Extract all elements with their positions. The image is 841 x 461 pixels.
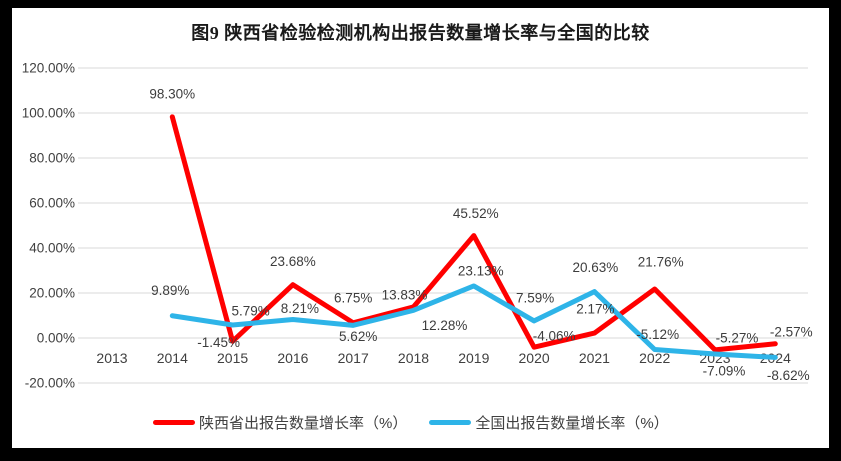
data-label: 2.17%: [576, 302, 614, 317]
series-line: [169, 114, 778, 353]
data-label: 45.52%: [453, 206, 499, 221]
y-axis-tick-label: 80.00%: [29, 151, 75, 166]
data-label: 5.62%: [339, 329, 377, 344]
x-axis-tick-label: 2021: [579, 350, 610, 366]
data-label: 98.30%: [149, 86, 195, 101]
y-axis-tick-label: 0.00%: [37, 331, 75, 346]
legend-label: 陕西省出报告数量增长率（%）: [199, 415, 408, 432]
x-axis-tick-label: 2015: [217, 350, 248, 366]
x-axis-tick-label: 2014: [157, 350, 188, 366]
legend-label: 全国出报告数量增长率（%）: [475, 415, 669, 432]
line-chart-plot-area: 120.00% 100.00% 80.00% 60.00% 40.00% 20.00% 0.…: [22, 61, 813, 391]
y-axis-tick-label: 20.00%: [29, 286, 75, 301]
data-label: 8.21%: [281, 301, 319, 316]
x-axis-tick-label: 2020: [519, 350, 550, 366]
y-axis-tick-label: -20.00%: [25, 376, 75, 391]
x-axis-tick-label: 2022: [639, 350, 670, 366]
y-axis-tick-label: 100.00%: [22, 106, 75, 121]
x-axis-tick-label: 2018: [398, 350, 429, 366]
data-label: 21.76%: [638, 255, 684, 270]
data-label: -7.09%: [703, 363, 746, 378]
legend: 陕西省出报告数量增长率（%） 全国出报告数量增长率（%）: [153, 412, 669, 433]
data-label: 13.83%: [382, 287, 428, 302]
legend-item: 全国出报告数量增长率（%）: [429, 412, 669, 433]
chart-title: 图9 陕西省检验检测机构出报告数量增长率与全国的比较: [191, 23, 650, 43]
series-line: [169, 283, 778, 360]
data-label: 23.13%: [458, 263, 504, 278]
data-label: 12.28%: [422, 318, 468, 333]
data-label: -5.27%: [716, 330, 759, 345]
data-label: 20.63%: [573, 260, 619, 275]
data-label: -5.12%: [636, 327, 679, 342]
x-axis-tick-label: 2016: [277, 350, 308, 366]
data-label: 6.75%: [334, 290, 372, 305]
legend-item: 陕西省出报告数量增长率（%）: [153, 412, 407, 433]
chart-card: 图9 陕西省检验检测机构出报告数量增长率与全国的比较 120.00% 100.00…: [12, 8, 829, 448]
data-label: -4.06%: [533, 329, 576, 344]
data-label: 9.89%: [151, 283, 189, 298]
data-label: -1.45%: [197, 335, 240, 350]
data-label: 7.59%: [516, 290, 554, 305]
y-axis-tick-label: 120.00%: [22, 61, 75, 76]
data-label: -2.57%: [770, 324, 813, 339]
data-label: 5.79%: [231, 303, 269, 318]
y-axis-tick-label: 40.00%: [29, 241, 75, 256]
legend-line-swatch: [153, 420, 195, 425]
x-axis-tick-label: 2013: [96, 350, 127, 366]
data-label: 23.68%: [270, 254, 316, 269]
legend-line-swatch: [429, 420, 472, 425]
x-axis-tick-label: 2019: [458, 350, 489, 366]
data-label: -8.62%: [767, 368, 810, 383]
x-axis-tick-label: 2017: [338, 350, 369, 366]
y-axis-tick-label: 60.00%: [29, 196, 75, 211]
